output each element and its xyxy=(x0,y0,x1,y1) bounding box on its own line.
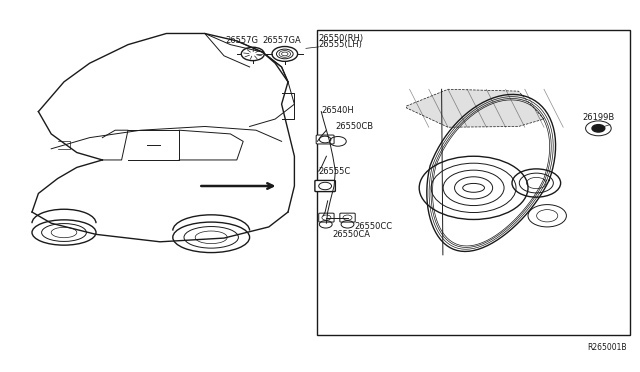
FancyBboxPatch shape xyxy=(316,135,334,144)
Circle shape xyxy=(592,125,605,132)
Text: 26550CB: 26550CB xyxy=(335,122,374,131)
Text: 26540H: 26540H xyxy=(321,106,354,115)
Text: R265001B: R265001B xyxy=(588,343,627,352)
Text: 26550CC: 26550CC xyxy=(355,222,393,231)
Text: 26550CA: 26550CA xyxy=(332,230,370,239)
Bar xyxy=(317,30,630,335)
Text: 26550(RH): 26550(RH) xyxy=(319,34,364,43)
Text: 26557G: 26557G xyxy=(225,36,259,45)
Polygon shape xyxy=(406,89,544,127)
FancyBboxPatch shape xyxy=(319,213,334,222)
Text: 26555C: 26555C xyxy=(319,167,351,176)
Text: 26555(LH): 26555(LH) xyxy=(319,40,363,49)
FancyBboxPatch shape xyxy=(340,213,355,222)
Text: 26557GA: 26557GA xyxy=(262,36,301,45)
FancyBboxPatch shape xyxy=(315,180,335,192)
Text: 26199B: 26199B xyxy=(582,113,614,122)
